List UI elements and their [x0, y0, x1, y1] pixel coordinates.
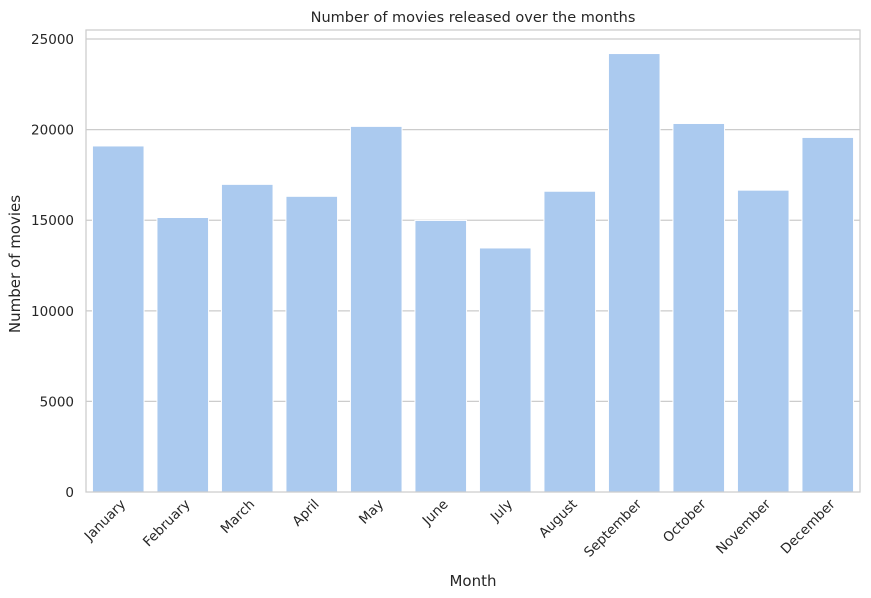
x-tick-label: October [660, 496, 710, 546]
y-axis-label: Number of movies [6, 195, 24, 333]
bar-november [736, 189, 790, 493]
bars [91, 53, 855, 493]
bar-february [156, 217, 210, 493]
grid-lines [86, 38, 860, 403]
x-tick-label: August [536, 497, 581, 542]
bar-september [607, 53, 661, 493]
x-tick-label: May [356, 497, 387, 528]
x-tick-label: March [218, 497, 258, 537]
x-axis-label: Month [449, 572, 496, 590]
y-tick-label: 20000 [31, 123, 74, 139]
bar-october [672, 122, 726, 493]
x-tick-label: February [140, 497, 194, 551]
x-tick-label: June [419, 497, 452, 530]
y-tick-label: 0 [65, 485, 74, 501]
bar-june [414, 219, 468, 493]
bar-january [91, 145, 145, 493]
x-tick-label: July [487, 497, 516, 526]
x-tick-label: December [778, 496, 839, 557]
x-tick-label: January [81, 497, 129, 545]
y-tick-labels: 0 5000 10000 15000 20000 25000 [31, 32, 74, 501]
bar-april [285, 195, 339, 493]
y-tick-label: 10000 [31, 304, 74, 320]
y-tick-label: 15000 [31, 213, 74, 229]
y-tick-label: 5000 [40, 394, 74, 410]
x-tick-label: April [289, 497, 322, 530]
bar-december [801, 136, 855, 493]
bar-august [543, 190, 597, 493]
bar-july [478, 247, 532, 493]
plot-frame [85, 29, 861, 493]
x-tick-label: September [581, 496, 645, 560]
x-tick-labels: January February March April May June July Augu… [81, 496, 839, 560]
x-tick-label: November [713, 496, 774, 557]
bar-may [349, 125, 403, 493]
bar-march [220, 183, 274, 493]
y-tick-label: 25000 [31, 32, 74, 48]
chart-title: Number of movies released over the month… [311, 10, 636, 26]
